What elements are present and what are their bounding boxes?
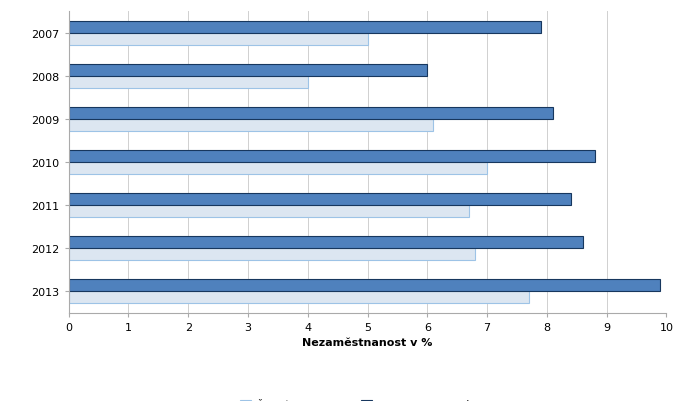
Bar: [69, 65, 427, 77]
Bar: [69, 22, 541, 34]
Bar: [69, 279, 660, 291]
Bar: [69, 248, 475, 260]
Bar: [69, 34, 368, 46]
Bar: [69, 193, 571, 205]
Legend: Česká republika, Moravskoslezský kraj: Česká republika, Moravskoslezský kraj: [236, 393, 499, 401]
Bar: [69, 150, 595, 162]
Bar: [69, 107, 553, 119]
Bar: [69, 119, 433, 132]
Bar: [69, 162, 487, 174]
Bar: [69, 77, 308, 89]
X-axis label: Nezaměstnanost v %: Nezaměstnanost v %: [302, 337, 433, 347]
Bar: [69, 205, 469, 217]
Bar: [69, 291, 529, 303]
Bar: [69, 236, 583, 248]
